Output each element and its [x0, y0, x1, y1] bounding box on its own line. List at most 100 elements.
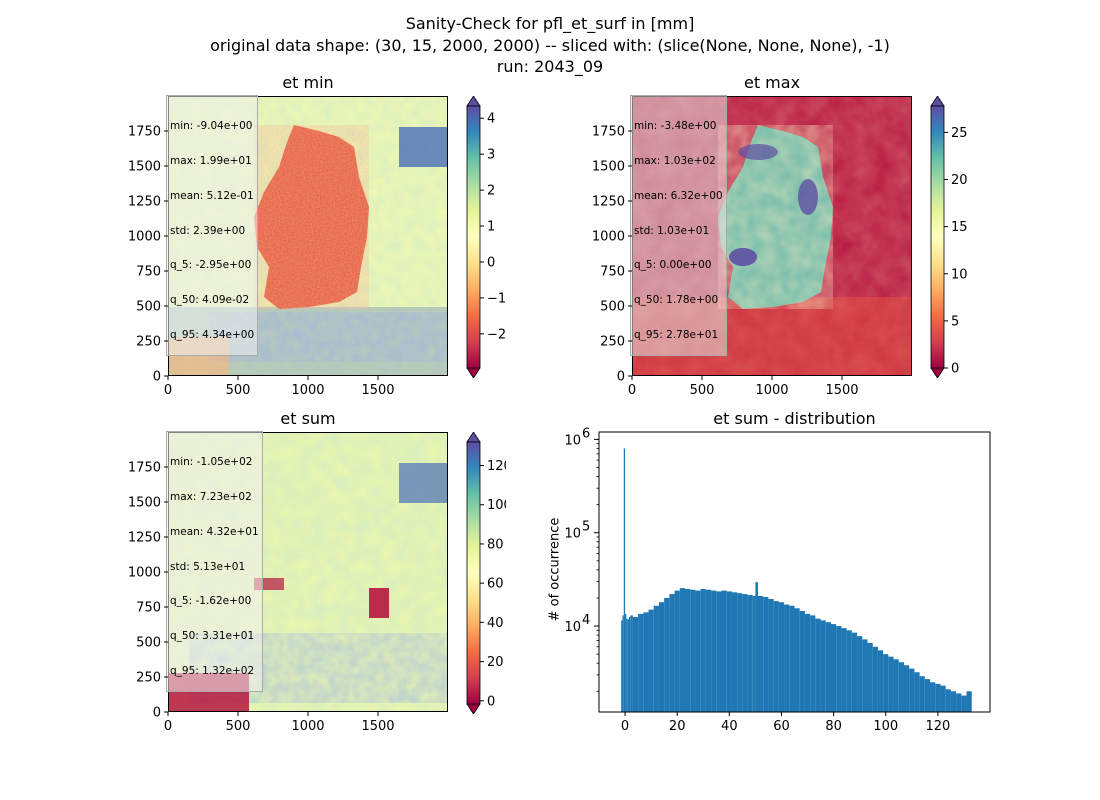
hist-bar	[674, 590, 680, 712]
y-tick-label: 250	[600, 335, 625, 350]
x-tick-label: 0	[164, 383, 172, 398]
hist-bar	[898, 662, 904, 712]
hist-bar	[966, 691, 972, 712]
stat-q5: q_5: -2.95e+00	[170, 259, 252, 272]
hist-bar	[784, 604, 790, 712]
hist-bar	[763, 596, 769, 712]
hist-bar	[690, 589, 696, 712]
hist-bar	[643, 612, 649, 712]
hist-x-tick-label: 0	[621, 719, 629, 734]
figure-title-line3: run: 2043_09	[496, 57, 604, 76]
stat-q95: q_95: 2.78e+01	[634, 328, 719, 341]
y-tick-label: 1000	[592, 230, 625, 245]
colorbar-tick-label: 0	[487, 255, 495, 270]
stat-std: std: 2.39e+00	[170, 224, 246, 237]
colorbar-et-max: 0 5 10 15 20 25	[930, 96, 968, 378]
stat-max: max: 1.03e+02	[634, 154, 716, 167]
x-tick-label: 1500	[361, 719, 394, 734]
colorbar-tick-label: 0	[487, 694, 495, 709]
colorbar-tick-label: 5	[951, 314, 959, 329]
hist-bar	[909, 668, 915, 712]
panel-title-et-min: et min	[282, 73, 334, 92]
hist-y-tick-label: 10	[564, 527, 581, 542]
hist-y-tick-label: 10	[564, 620, 581, 635]
y-tick-label: 1500	[592, 160, 625, 175]
colorbar-tick-label: 0	[951, 362, 959, 377]
hist-bar	[648, 609, 654, 712]
panel-title-et-sum: et sum	[280, 409, 336, 428]
hist-bar	[778, 602, 785, 712]
colorbar-tick-label: 25	[951, 126, 968, 141]
x-tick-label: 500	[690, 383, 715, 398]
y-tick-label: 250	[136, 335, 161, 350]
y-tick-label: 1000	[128, 230, 161, 245]
hist-bar	[919, 676, 925, 712]
hist-bar	[621, 620, 623, 712]
figure-title-line1: Sanity-Check for pfl_et_surf in [mm]	[405, 14, 695, 33]
hist-bar	[752, 595, 756, 712]
y-tick-label: 750	[136, 601, 161, 616]
hist-bar	[935, 683, 941, 712]
y-tick-label: 750	[600, 265, 625, 280]
hist-bar	[867, 642, 873, 712]
stat-q5: q_5: 0.00e+00	[634, 259, 712, 272]
hist-x-tick-label: 60	[773, 719, 790, 734]
hist-x-tick-label: 40	[721, 719, 738, 734]
stat-min: min: -3.48e+00	[634, 120, 717, 133]
hist-bar	[626, 618, 628, 712]
hist-bar	[638, 613, 644, 712]
colorbar-tick-label: 120	[487, 459, 506, 474]
stat-q95: q_95: 1.32e+02	[170, 664, 255, 677]
hist-bar	[940, 685, 946, 712]
colorbar-tick-label: 10	[951, 267, 968, 282]
y-tick-label: 750	[136, 265, 161, 280]
colorbar-tick-label: −2	[487, 327, 506, 342]
hist-bar	[930, 682, 936, 712]
y-tick-label: 1250	[128, 195, 161, 210]
colorbar-tick-label: −1	[487, 291, 506, 306]
x-tick-label: 500	[226, 719, 251, 734]
colorbar-tick-label: 20	[951, 173, 968, 188]
stat-max: max: 7.23e+02	[170, 490, 252, 503]
stats-box-et-sum: min: -1.05e+02 max: 7.23e+02 mean: 4.32e…	[166, 431, 263, 693]
hist-bar	[877, 650, 884, 712]
y-tick-label: 500	[136, 300, 161, 315]
hist-bar	[872, 646, 878, 712]
hist-bar	[830, 624, 837, 712]
hist-bar	[737, 593, 743, 712]
colorbar-tick-label: 40	[487, 616, 504, 631]
y-tick-label: 1750	[128, 461, 161, 476]
stat-max: max: 1.99e+01	[170, 154, 252, 167]
stat-std: std: 1.03e+01	[634, 224, 710, 237]
hist-bar	[914, 672, 920, 712]
hist-y-tick-exponent: 5	[582, 520, 590, 535]
panel-title-hist: et sum - distribution	[713, 409, 876, 428]
y-tick-label: 1500	[128, 496, 161, 511]
hist-bar	[773, 601, 779, 712]
hist-x-tick-label: 80	[825, 719, 842, 734]
hist-bar	[664, 597, 670, 712]
stat-q5: q_5: -1.62e+00	[170, 595, 252, 608]
x-tick-label: 0	[628, 383, 636, 398]
x-tick-label: 1500	[361, 383, 394, 398]
hist-bar	[669, 594, 675, 712]
hist-bar	[857, 636, 863, 712]
stat-mean: mean: 4.32e+01	[170, 525, 259, 538]
hist-bar	[924, 679, 931, 712]
x-tick-label: 500	[226, 383, 251, 398]
hist-bar	[883, 654, 889, 712]
hist-bar	[789, 605, 795, 712]
hist-bar	[622, 615, 624, 712]
hist-bar	[804, 613, 811, 712]
y-tick-label: 1250	[128, 531, 161, 546]
y-tick-label: 1250	[592, 195, 625, 210]
hist-bar	[961, 695, 967, 712]
hist-bar	[747, 595, 753, 712]
hist-bar	[658, 602, 665, 712]
stat-q50: q_50: 1.78e+00	[634, 294, 719, 307]
colorbar-tick-label: 4	[487, 112, 495, 127]
hist-bar	[846, 630, 852, 712]
colorbar-et-min: −2 −1 0 1 2 3 4	[466, 96, 506, 378]
